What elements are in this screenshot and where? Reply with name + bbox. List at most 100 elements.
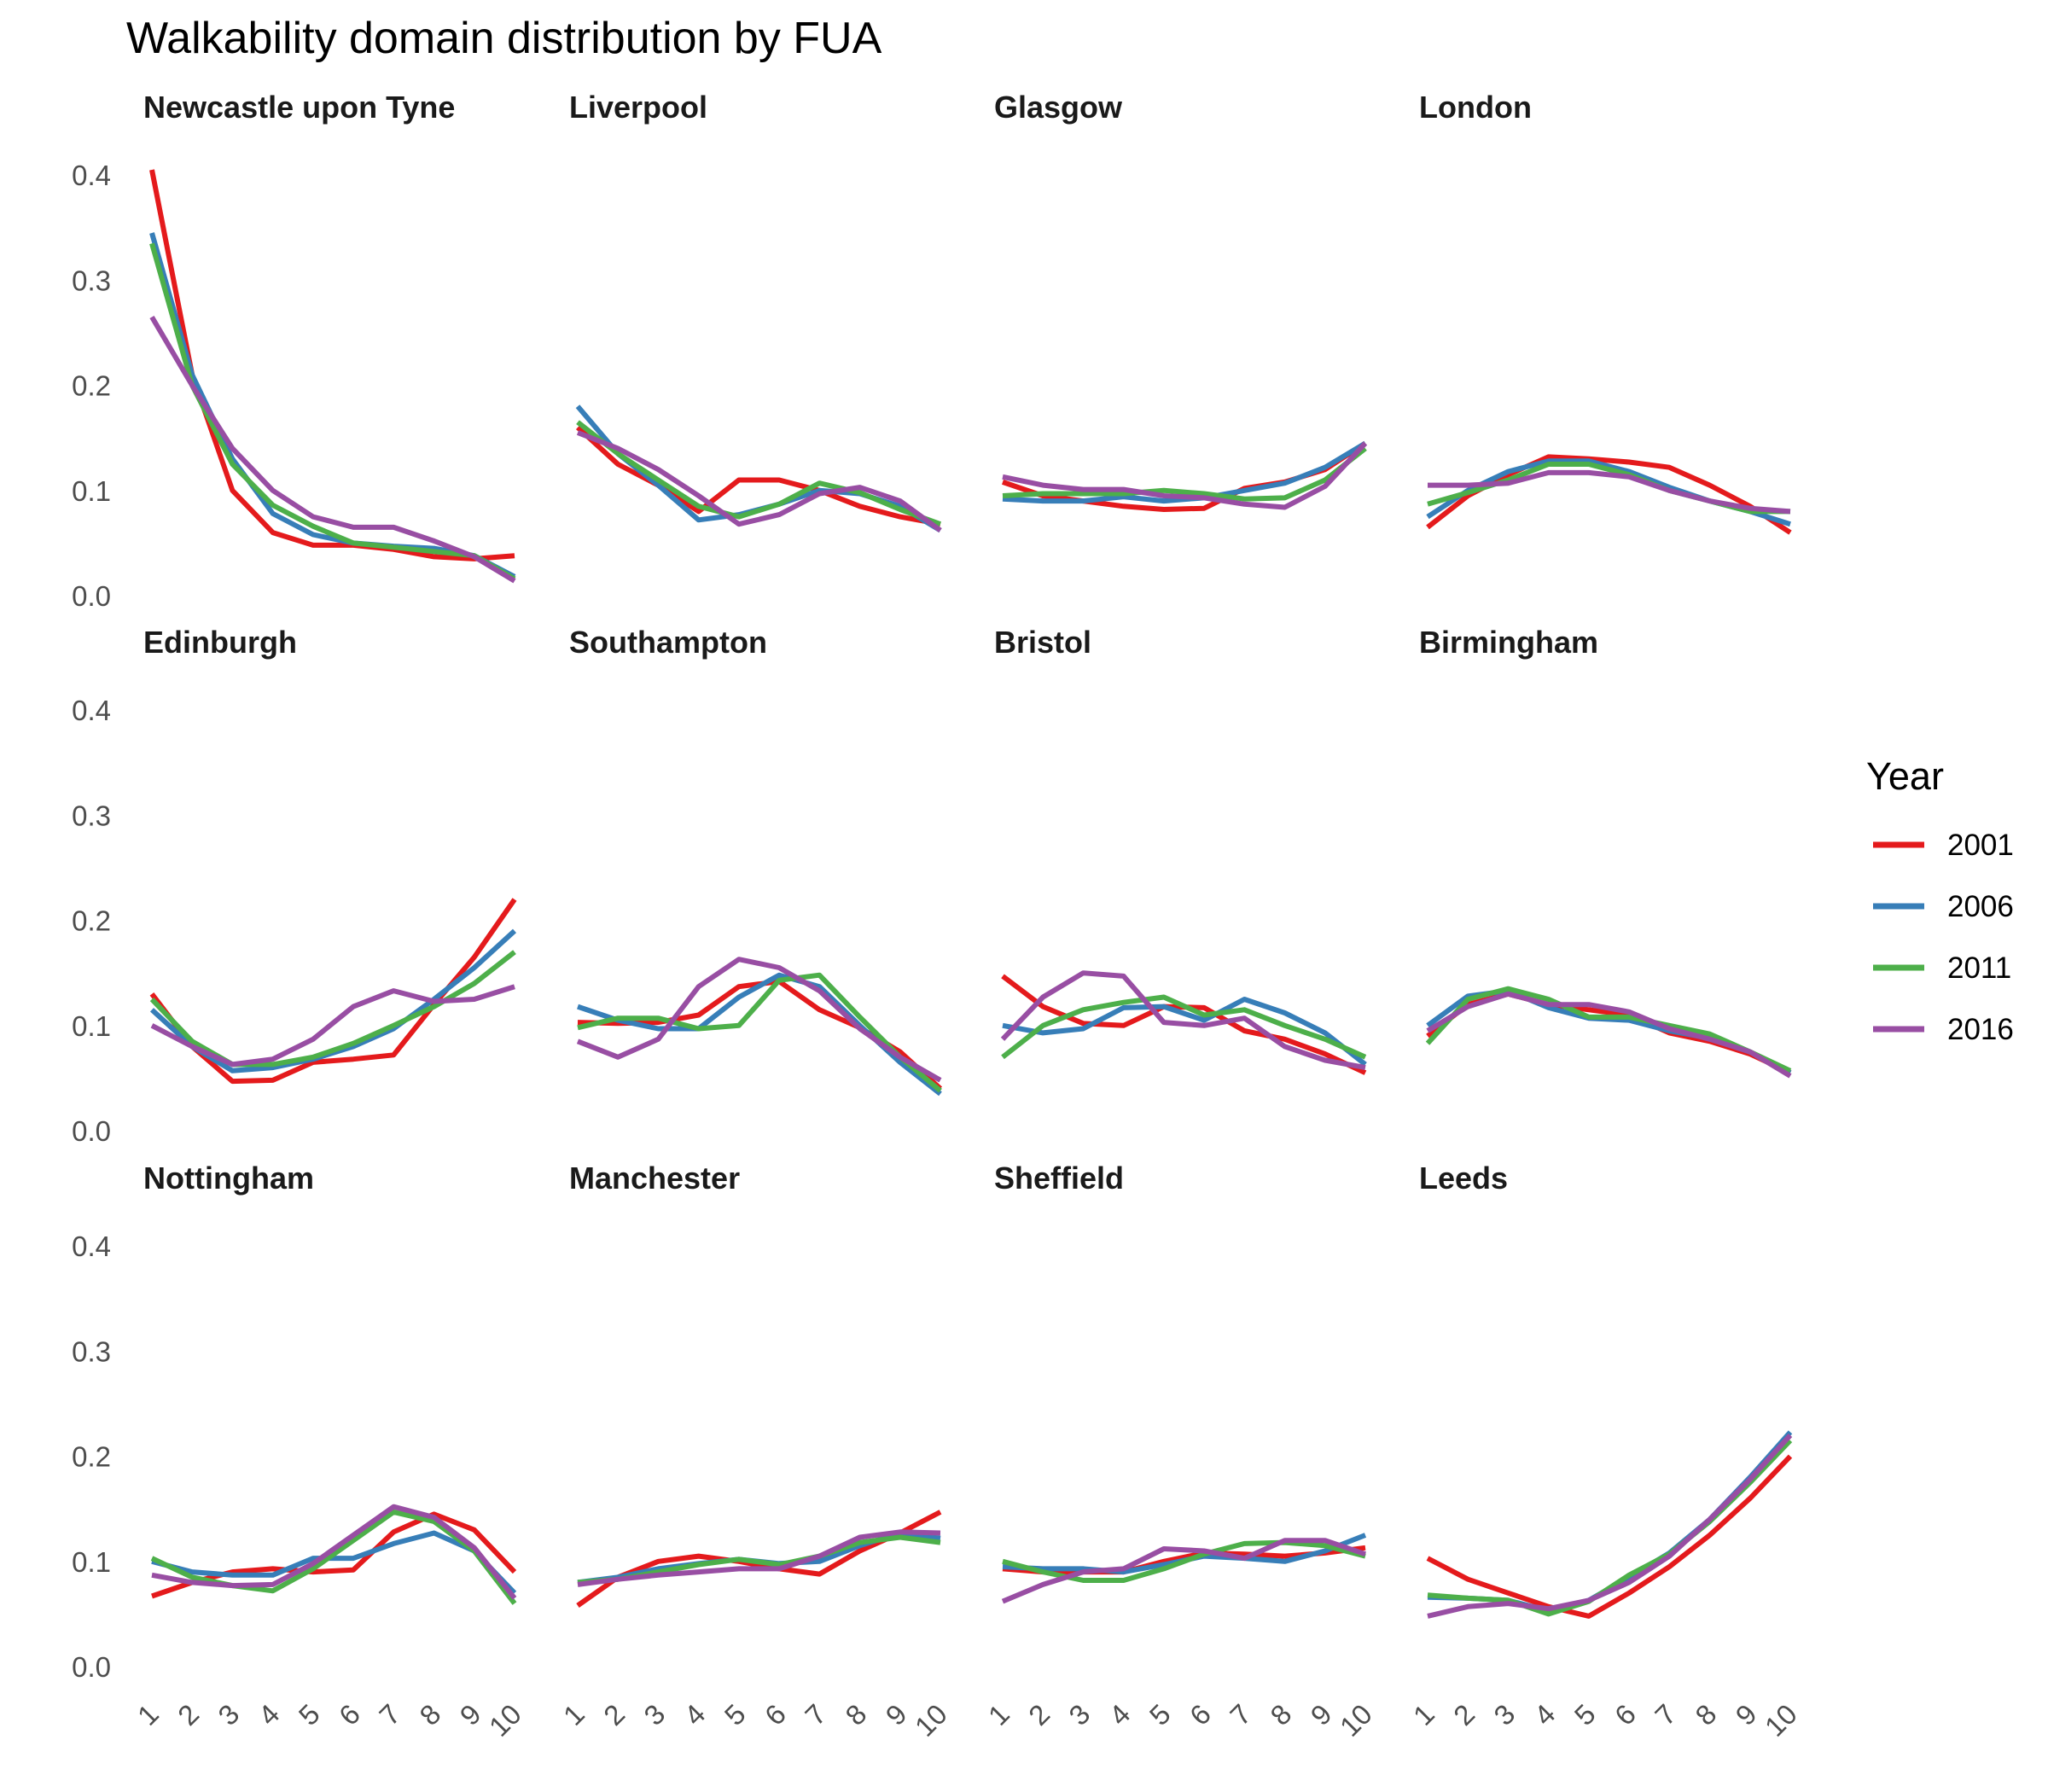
series-line-2016 [576, 430, 942, 533]
x-tick-label: 7 [373, 1698, 406, 1731]
y-tick-label: 0.1 [72, 475, 111, 507]
series-line-2001 [151, 1511, 517, 1599]
y-tick-label: 0.4 [72, 1231, 111, 1262]
series-line-2011 [1427, 1439, 1793, 1617]
x-tick-label: 8 [839, 1698, 872, 1731]
x-tick-label: 3 [1062, 1698, 1096, 1731]
x-tick-label: 10 [909, 1698, 953, 1743]
x-tick-label: 9 [880, 1698, 913, 1731]
x-tick-label: 2 [1022, 1698, 1056, 1731]
y-tick-label: 0.0 [72, 1651, 111, 1683]
x-tick-label: 8 [1689, 1698, 1722, 1731]
series-line-2016 [576, 957, 942, 1083]
series-line-2016 [150, 984, 515, 1068]
series-line-2016 [151, 1504, 517, 1600]
x-tick-label: 6 [1184, 1698, 1217, 1731]
x-tick-label: 3 [1487, 1698, 1521, 1731]
facet-strip-label: Manchester [569, 1161, 740, 1196]
facet-panel: Glasgow [994, 90, 1368, 512]
facet-panels: Newcastle upon Tyne 0.0 0.1 0.2 0.3 0.4 Liverp… [72, 90, 1803, 1743]
y-tick-label: 0.1 [72, 1010, 111, 1042]
x-tick-label: 1 [131, 1698, 165, 1731]
series-line-2011 [149, 950, 516, 1068]
x-tick-label: 2 [172, 1698, 205, 1731]
series-line-2016 [149, 315, 516, 584]
y-tick-label: 0.3 [72, 265, 111, 296]
x-tick-label: 4 [1527, 1698, 1561, 1731]
y-tick-label: 0.3 [72, 800, 111, 831]
x-tick-label: 1 [982, 1698, 1015, 1731]
facet-panel: Nottingham 0.0 0.1 0.2 0.3 0.4 1 2 3 4 5 6 7 8 910 [72, 1161, 527, 1743]
series-line-2011 [150, 1509, 517, 1605]
x-tick-label: 5 [1568, 1698, 1602, 1731]
x-tick-label: 4 [252, 1698, 285, 1731]
facet-strip-label: London [1419, 90, 1532, 125]
series-line-2011 [576, 420, 942, 527]
x-tick-label: 8 [413, 1698, 446, 1731]
x-tick-label: 2 [1447, 1698, 1481, 1731]
facet-panel: Leeds 1 2 3 4 5 6 7 8 910 [1407, 1161, 1803, 1743]
facet-panel: Edinburgh 0.0 0.1 0.2 0.3 0.4 [72, 625, 517, 1147]
series-line-2011 [577, 972, 942, 1093]
series-line-2011 [149, 242, 516, 581]
legend-label: 2006 [1947, 890, 2014, 923]
facet-strip-label: Edinburgh [143, 625, 297, 660]
facet-strip-label: Southampton [569, 625, 767, 660]
series-line-2006 [151, 1530, 517, 1595]
facet-panel: London [1419, 90, 1792, 535]
facet-strip-label: Glasgow [994, 90, 1123, 125]
series-line-2016 [1426, 991, 1792, 1079]
series-line-2001 [575, 425, 941, 527]
x-tick-label: 4 [678, 1698, 711, 1731]
x-tick-label: 5 [293, 1698, 326, 1731]
x-tick-label: 10 [1334, 1698, 1378, 1743]
legend-label: 2016 [1947, 1013, 2014, 1046]
x-tick-label: 7 [1224, 1698, 1257, 1731]
legend-label: 2001 [1947, 829, 2014, 862]
facet-strip-label: Bristol [994, 625, 1091, 660]
series-line-2001 [576, 1510, 942, 1608]
x-tick-label: 6 [333, 1698, 366, 1731]
series-line-2006 [1002, 997, 1367, 1067]
facet-panel: Southampton [569, 625, 943, 1097]
y-tick-label: 0.1 [72, 1546, 111, 1578]
series-line-2011 [1001, 994, 1367, 1060]
y-tick-label: 0.4 [72, 160, 111, 191]
x-tick-label: 6 [1609, 1698, 1642, 1731]
y-tick-label: 0.2 [72, 1441, 111, 1473]
x-tick-label: 10 [1759, 1698, 1803, 1743]
facet-panel: Liverpool [569, 90, 942, 533]
x-tick-label: 2 [597, 1698, 631, 1731]
legend: Year 2001 2006 2011 2016 [1866, 754, 2014, 1046]
facet-strip-label: Birmingham [1419, 625, 1598, 660]
series-line-2016 [1427, 1433, 1793, 1619]
x-tick-label: 10 [483, 1698, 527, 1743]
facet-panel: Bristol [994, 625, 1367, 1075]
x-tick-label: 1 [1407, 1698, 1440, 1731]
legend-label: 2011 [1947, 951, 2011, 985]
series-line-2006 [577, 972, 942, 1097]
y-tick-label: 0.4 [72, 695, 111, 726]
facet-strip-label: Liverpool [569, 90, 707, 125]
y-tick-label: 0.0 [72, 1115, 111, 1147]
series-line-2016 [1002, 441, 1368, 510]
series-line-2016 [1428, 469, 1791, 515]
x-tick-label: 5 [719, 1698, 752, 1731]
legend-title: Year [1866, 754, 1944, 798]
y-tick-label: 0.2 [72, 370, 111, 402]
facet-panel: Manchester 1 2 3 4 5 6 7 8 910 [557, 1161, 953, 1743]
x-tick-label: 7 [799, 1698, 832, 1731]
facet-panel: Sheffield 1 2 3 4 5 6 7 8 910 [982, 1161, 1378, 1743]
facet-strip-label: Sheffield [994, 1161, 1124, 1196]
facet-panel: Newcastle upon Tyne 0.0 0.1 0.2 0.3 0.4 [72, 90, 516, 612]
x-tick-label: 3 [637, 1698, 671, 1731]
x-tick-label: 7 [1649, 1698, 1682, 1731]
y-tick-label: 0.3 [72, 1335, 111, 1367]
y-tick-label: 0.2 [72, 905, 111, 937]
x-tick-label: 9 [1730, 1698, 1763, 1731]
y-tick-label: 0.0 [72, 580, 111, 612]
x-tick-label: 9 [1305, 1698, 1338, 1731]
x-tick-label: 8 [1264, 1698, 1297, 1731]
x-tick-label: 6 [759, 1698, 792, 1731]
